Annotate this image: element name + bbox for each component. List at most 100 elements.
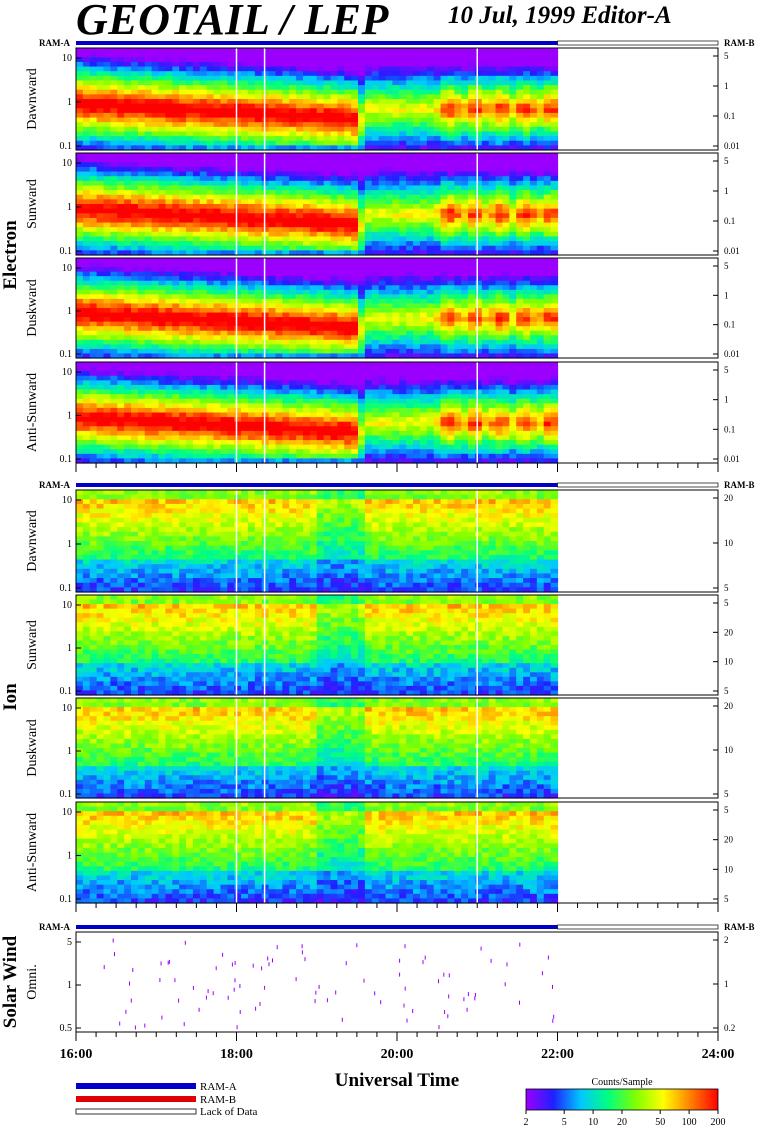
right-tick-label: 20: [724, 701, 734, 711]
colorbar: Counts/Sample 2 5 10 20 50 100 200: [524, 1077, 726, 1128]
right-tick-label: 0.01: [724, 246, 740, 256]
right-tick-label: 1: [724, 81, 729, 91]
panel-ylabel: Sunward: [25, 620, 40, 670]
y-tick-label: 1: [67, 97, 72, 108]
panel-ion-anti-sunward: [75, 801, 719, 904]
panel-ylabel: Sunward: [25, 179, 40, 229]
group-label: Electron: [0, 220, 21, 290]
panel-ion-dawnward: [75, 489, 719, 593]
date-editor-label: 10 Jul, 1999 Editor-A: [448, 2, 672, 29]
right-tick-label: 0.1: [724, 424, 735, 434]
right-tick-label: 10: [724, 745, 734, 755]
x-tick-label: 16:00: [60, 1047, 93, 1062]
panel-ylabel: Anti-Sunward: [25, 813, 40, 892]
y-tick-label: 0.1: [60, 789, 73, 800]
ram-b-label: RAM-B: [724, 922, 755, 932]
ram-b-label: RAM-B: [724, 480, 755, 490]
lack-of-data-bar: [557, 924, 719, 930]
colorbar-tick-label: 50: [655, 1117, 665, 1128]
legend-lack-swatch: [75, 1108, 197, 1115]
y-tick-label: 5: [67, 937, 72, 948]
y-tick-label: 10: [62, 807, 72, 818]
panel-electron-dawnward: [75, 47, 719, 151]
right-tick-label: 20: [724, 835, 734, 845]
y-tick-label: 0.5: [60, 1023, 73, 1034]
right-tick-label: 0.01: [724, 454, 740, 464]
lack-of-data-bar: [557, 482, 719, 488]
colorbar-tick-label: 20: [617, 1117, 627, 1128]
right-tick-label: 1: [724, 290, 729, 300]
colorbar-tick-label: 100: [682, 1117, 697, 1128]
y-tick-label: 0.1: [60, 894, 73, 905]
y-tick-label: 0.1: [60, 141, 73, 152]
legend: RAM-A RAM-B Lack of Data: [75, 1081, 258, 1118]
colorbar-tick-label: 2: [524, 1117, 529, 1128]
right-tick-label: 1: [724, 979, 729, 989]
right-tick-label: 1: [724, 186, 729, 196]
legend-ram-a-swatch: [76, 1083, 196, 1089]
y-tick-label: 1: [67, 202, 72, 213]
right-tick-label: 0.1: [724, 216, 735, 226]
right-tick-label: 5: [724, 261, 729, 271]
right-tick-label: 10: [724, 538, 734, 548]
panel-electron-duskward: [75, 257, 719, 359]
y-tick-label: 10: [62, 53, 72, 64]
page-title: GEOTAIL / LEP: [76, 0, 389, 44]
x-tick-label: 24:00: [702, 1047, 735, 1062]
right-tick-label: 20: [724, 627, 734, 637]
y-tick-label: 10: [62, 703, 72, 714]
ram-b-label: RAM-B: [724, 38, 755, 48]
right-tick-label: 5: [724, 789, 729, 799]
right-tick-label: 5: [724, 156, 729, 166]
x-tick-label: 22:00: [541, 1047, 574, 1062]
right-tick-label: 0.1: [724, 320, 735, 330]
y-tick-label: 0.1: [60, 583, 73, 594]
right-tick-label: 0.01: [724, 349, 740, 359]
y-tick-label: 1: [67, 643, 72, 654]
panel-ylabel: Dawnward: [25, 68, 40, 129]
y-tick-label: 1: [67, 851, 72, 862]
y-tick-label: 1: [67, 306, 72, 317]
colorbar-tick-label: 200: [711, 1117, 726, 1128]
legend-ram-b-swatch: [76, 1096, 196, 1102]
panel-ylabel: Duskward: [25, 279, 40, 337]
panel-ylabel: Omni.: [25, 964, 40, 999]
y-tick-label: 10: [62, 600, 72, 611]
y-tick-label: 1: [67, 539, 72, 550]
panel-ylabel: Dawnward: [25, 510, 40, 571]
right-tick-label: 5: [724, 894, 729, 904]
y-tick-label: 0.1: [60, 686, 73, 697]
group-label: Ion: [0, 683, 21, 711]
right-tick-label: 5: [724, 365, 729, 375]
ram-a-bar: [76, 483, 558, 487]
right-tick-label: 5: [724, 686, 729, 696]
legend-ram-a-label: RAM-A: [200, 1081, 237, 1093]
right-tick-label: 0.1: [724, 111, 735, 121]
panel-ion-sunward: [75, 594, 719, 696]
group-label: Solar Wind: [0, 935, 21, 1028]
y-tick-label: 1: [67, 746, 72, 757]
right-tick-label: 20: [724, 493, 734, 503]
y-tick-label: 10: [62, 495, 72, 506]
ram-a-bar: [76, 925, 558, 929]
y-tick-label: 0.1: [60, 246, 73, 257]
colorbar-title: Counts/Sample: [591, 1077, 653, 1088]
ram-a-label: RAM-A: [39, 922, 70, 932]
right-tick-label: 5: [724, 51, 729, 61]
panel-electron-anti-sunward: [75, 361, 719, 464]
panel-electron-sunward: [75, 152, 719, 256]
colorbar-ticks: 2 5 10 20 50 100 200: [524, 1110, 726, 1128]
panel-ion-duskward: [75, 697, 719, 799]
colorbar-tick-label: 10: [588, 1117, 598, 1128]
panel-ylabel: Duskward: [25, 719, 40, 777]
ram-a-label: RAM-A: [39, 38, 70, 48]
right-tick-label: 0.01: [724, 141, 740, 151]
right-tick-label: 5: [724, 805, 729, 815]
lack-of-data-bar: [557, 40, 719, 46]
y-tick-label: 10: [62, 367, 72, 378]
y-tick-label: 0.1: [60, 349, 73, 360]
right-tick-label: 5: [724, 583, 729, 593]
panel-solar-wind-omni.: [75, 931, 719, 1033]
legend-ram-b-label: RAM-B: [200, 1094, 236, 1106]
